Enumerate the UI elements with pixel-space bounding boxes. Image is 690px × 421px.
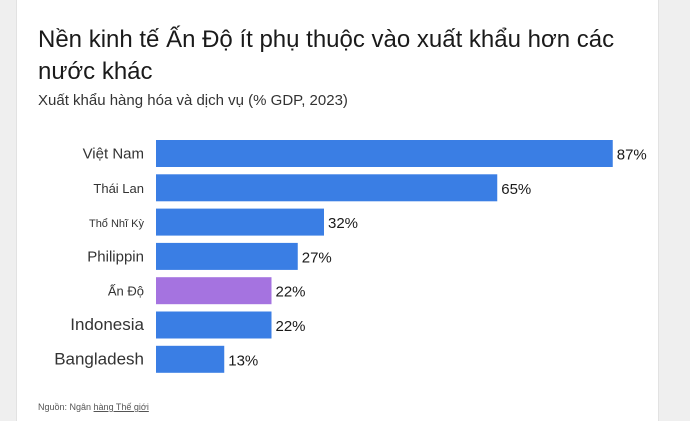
value-label-2: 32% [328,215,358,232]
value-label-1: 65% [501,181,531,198]
chart-card [16,0,659,421]
category-label-0: Việt Nam [83,146,144,163]
category-label-4: Ấn Độ [108,284,144,299]
source-link[interactable]: hàng Thế giới [93,402,149,412]
category-label-3: Philippin [87,248,144,265]
category-label-6: Bangladesh [54,349,144,368]
chart-title: Nền kinh tế Ấn Độ ít phụ thuộc vào xuất … [38,26,615,85]
bar-5 [156,311,272,339]
bar-2 [156,208,324,236]
value-label-3: 27% [302,249,332,266]
bar-4 [156,277,272,305]
value-label-6: 13% [228,352,258,369]
value-label-5: 22% [276,318,306,335]
value-label-0: 87% [617,147,647,164]
source-note: Nguồn: Ngân hàng Thế giới [38,402,149,412]
chart-subtitle: Xuất khẩu hàng hóa và dịch vụ (% GDP, 20… [38,92,348,109]
category-label-2: Thổ Nhĩ Kỳ [89,218,145,230]
bar-3 [156,242,298,270]
source-prefix: Nguồn: Ngân [38,402,94,412]
category-label-5: Indonesia [70,315,144,334]
value-label-4: 22% [276,284,306,301]
bar-0 [156,140,613,167]
bar-1 [156,174,498,202]
category-label-1: Thái Lan [93,181,144,196]
bar-6 [156,345,225,373]
